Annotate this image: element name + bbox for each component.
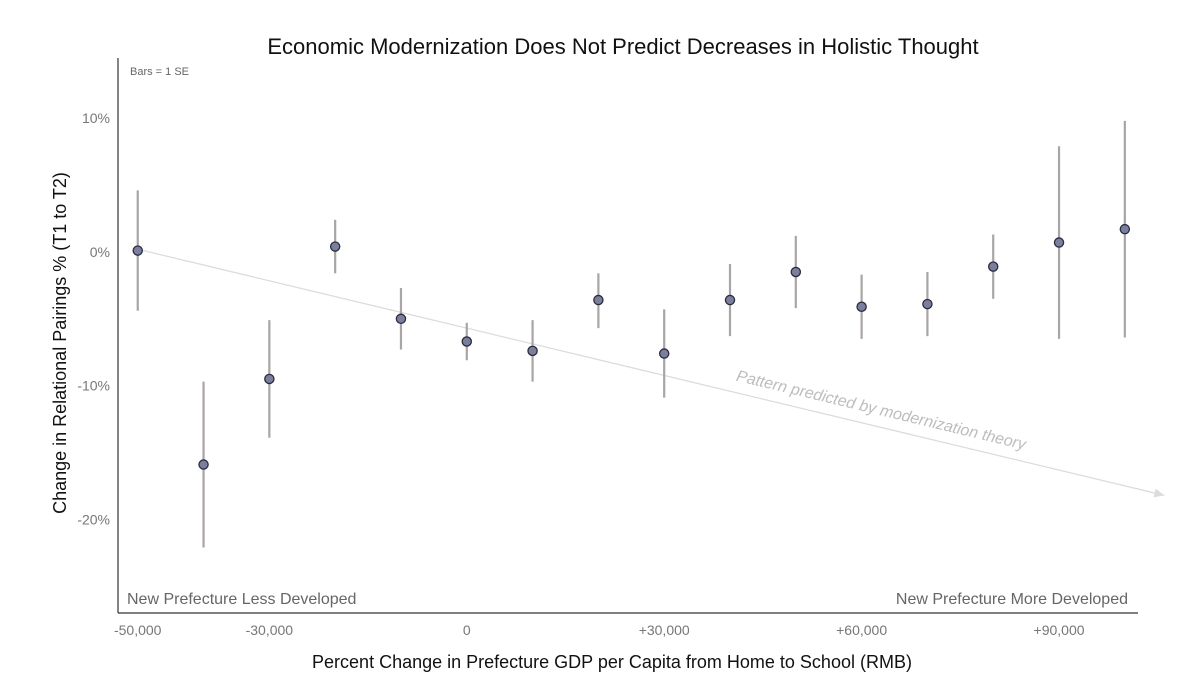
- trend-line: [137, 248, 1165, 496]
- data-point: [724, 294, 736, 306]
- x-tick-label: +90,000: [1034, 622, 1085, 638]
- x-tick-label: 0: [463, 622, 471, 638]
- data-point: [1053, 237, 1065, 248]
- x-tick-label: +30,000: [639, 622, 690, 638]
- data-point: [987, 261, 999, 272]
- less-developed-label: New Prefecture Less Developed: [127, 591, 356, 608]
- data-point: [395, 313, 407, 325]
- data-point: [527, 345, 538, 357]
- trend-annotation: Pattern predicted by modernization theor…: [735, 368, 1029, 454]
- data-point: [198, 459, 209, 470]
- error-bar-note: Bars = 1 SE: [130, 66, 189, 78]
- data-point: [132, 245, 143, 256]
- plot-area: Pattern predicted by modernization theor…: [132, 120, 1165, 548]
- data-point: [922, 298, 933, 310]
- y-axis-label: Change in Relational Pairings % (T1 to T…: [50, 172, 70, 514]
- data-point: [1119, 223, 1131, 235]
- more-developed-label: New Prefecture More Developed: [896, 591, 1128, 608]
- data-point: [461, 336, 473, 347]
- y-tick-label: -20%: [77, 511, 110, 527]
- y-tick-label: -10%: [77, 378, 110, 394]
- data-point: [658, 348, 670, 359]
- data-point: [790, 266, 802, 278]
- trend-arrowhead: [1153, 488, 1165, 498]
- data-point: [329, 241, 341, 252]
- y-tick-label: 10%: [82, 110, 110, 126]
- data-point: [856, 301, 867, 312]
- chart-title: Economic Modernization Does Not Predict …: [267, 34, 978, 59]
- x-axis-label: Percent Change in Prefecture GDP per Cap…: [312, 652, 912, 672]
- x-tick-label: -50,000: [114, 622, 162, 638]
- data-point: [264, 373, 275, 385]
- x-tick-label: +60,000: [836, 622, 887, 638]
- y-tick-label: 0%: [90, 244, 110, 260]
- data-point: [593, 294, 604, 306]
- x-tick-label: -30,000: [246, 622, 294, 638]
